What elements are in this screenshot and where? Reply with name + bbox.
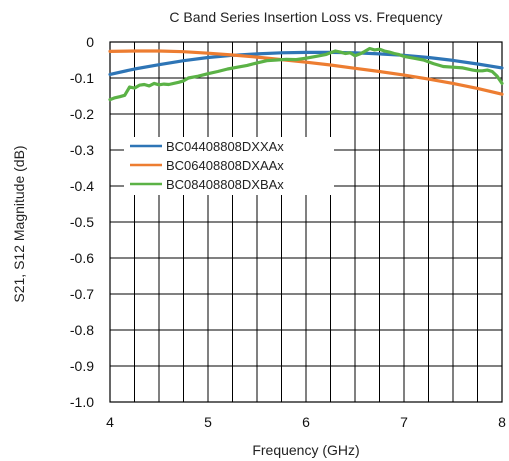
x-tick-label: 8	[498, 414, 506, 430]
y-tick-label: -0.9	[70, 358, 94, 374]
y-tick-label: -0.1	[70, 70, 94, 86]
x-axis-label: Frequency (GHz)	[252, 442, 359, 458]
legend-entry: BC04408808DXXAx	[166, 139, 284, 154]
grid-lines	[109, 41, 503, 403]
series-line-1	[108, 50, 504, 76]
y-tick-label: -0.4	[70, 178, 94, 194]
y-tick-label: -0.3	[70, 142, 94, 158]
y-axis-label: S21, S12 Magnitude (dB)	[11, 145, 27, 302]
legend-entry: BC06408808DXAAx	[166, 158, 284, 173]
series-lines	[108, 46, 504, 102]
y-tick-label: -1.0	[70, 394, 94, 410]
x-tick-labels: 4 5 6 7 8	[106, 414, 506, 430]
y-tick-label: 0	[86, 34, 94, 50]
legend: BC04408808DXXAx BC06408808DXAAx BC08408808…	[124, 137, 334, 195]
y-tick-label: -0.6	[70, 250, 94, 266]
series-line-2	[108, 49, 504, 96]
series-line-3	[108, 46, 504, 102]
legend-entry: BC08408808DXBAx	[166, 177, 284, 192]
plot-frame	[109, 41, 503, 403]
y-tick-label: -0.7	[70, 286, 94, 302]
x-tick-label: 6	[302, 414, 310, 430]
x-tick-label: 4	[106, 414, 114, 430]
y-tick-label: -0.5	[70, 214, 94, 230]
chart-title: C Band Series Insertion Loss vs. Frequen…	[169, 9, 442, 25]
x-tick-label: 7	[400, 414, 408, 430]
y-tick-label: -0.8	[70, 322, 94, 338]
y-tick-labels: 0 -0.1 -0.2 -0.3 -0.4 -0.5 -0.6 -0.7 -0.8 -0.9 -1.…	[70, 34, 94, 410]
x-tick-label: 5	[204, 414, 212, 430]
y-tick-label: -0.2	[70, 106, 94, 122]
